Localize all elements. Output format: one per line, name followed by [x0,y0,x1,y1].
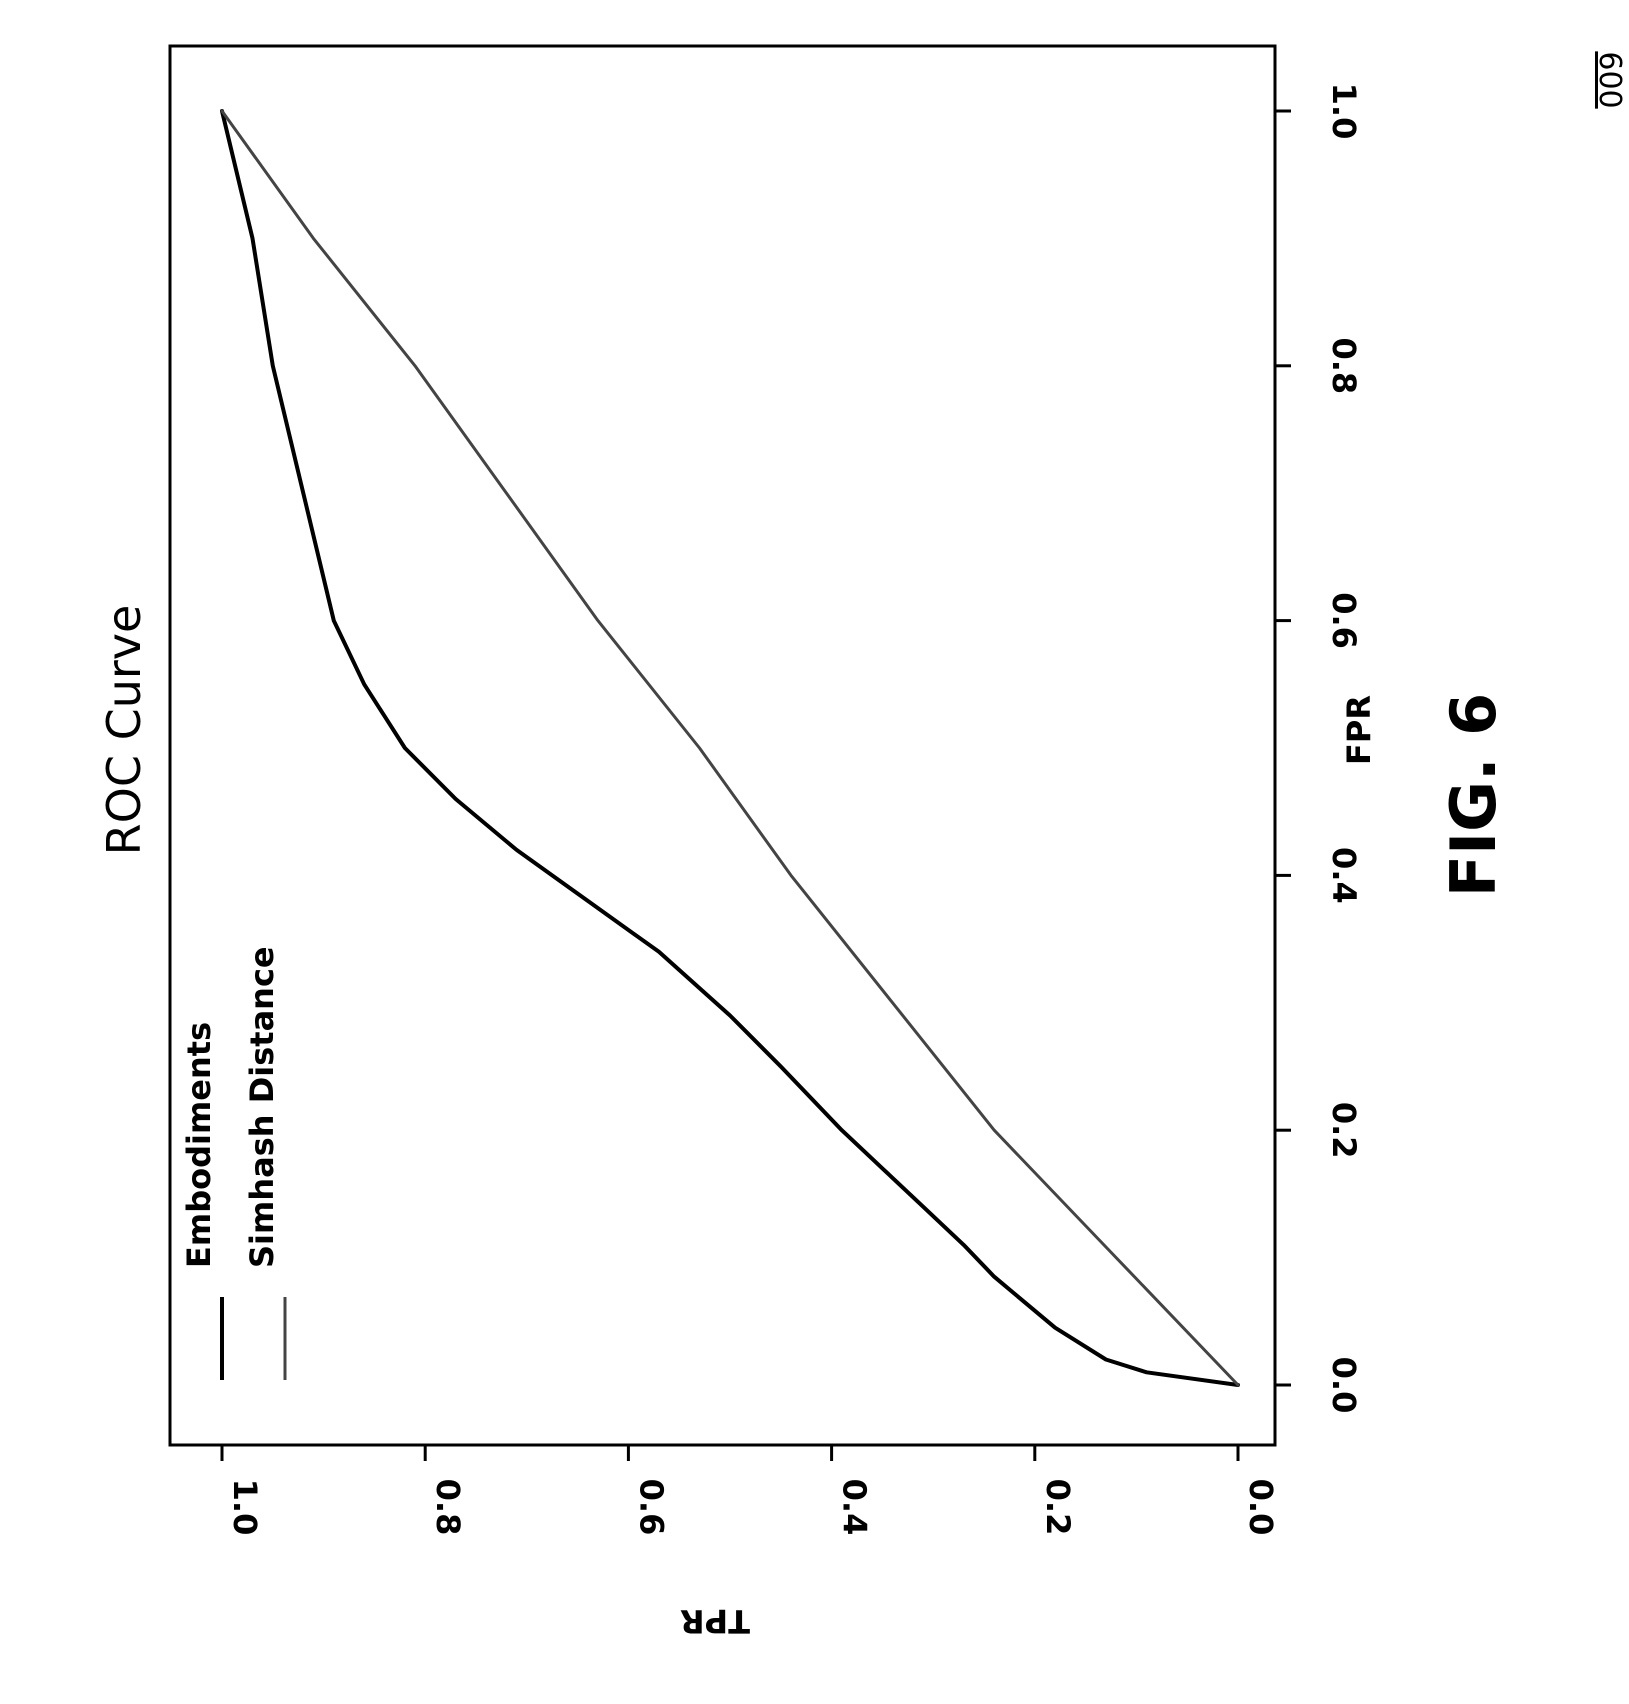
fpr-tick-label: 0.0 [1325,1357,1363,1414]
tpr-tick-label: 1.0 [226,1479,264,1536]
tpr-tick-label: 0.8 [429,1479,467,1536]
fpr-tick-label: 0.2 [1325,1102,1363,1159]
fpr-tick-label: 0.6 [1325,592,1363,649]
tpr-tick-label: 0.2 [1039,1479,1077,1536]
tpr-axis: 0.0 0.2 0.4 0.6 0.8 1.0 [220,1443,1280,1536]
fpr-tick-label: 1.0 [1325,83,1363,140]
roc-plot: 0.0 0.2 0.4 0.6 0.8 1.0 0.0 0.2 0.4 0.6 0.8 1.0 Em… [97,44,1378,1640]
x-axis-label: FPR [1340,695,1378,765]
legend-label: Simhash Distance [243,946,281,1268]
legend-label: Embodiments [180,1022,218,1268]
fpr-tick-label: 0.8 [1325,337,1363,394]
figure-label: FIG. 6 [1437,693,1510,898]
fpr-axis: 0.0 0.2 0.4 0.6 0.8 1.0 [1273,83,1363,1414]
fpr-tick-label: 0.4 [1325,847,1363,904]
tpr-tick-label: 0.0 [1242,1479,1280,1536]
series-line-simhash-distance [220,109,1240,1387]
figure-reference-number: 600 [1592,51,1627,108]
series-line-embodiments [220,109,1240,1387]
y-axis-label: TPR [680,1602,750,1640]
chart-title: ROC Curve [97,605,151,856]
tpr-tick-label: 0.4 [836,1479,874,1536]
series-layer [220,109,1240,1387]
plot-frame [168,44,1277,1447]
tpr-tick-label: 0.6 [632,1479,670,1536]
legend: Embodiments Simhash Distance [180,946,287,1380]
